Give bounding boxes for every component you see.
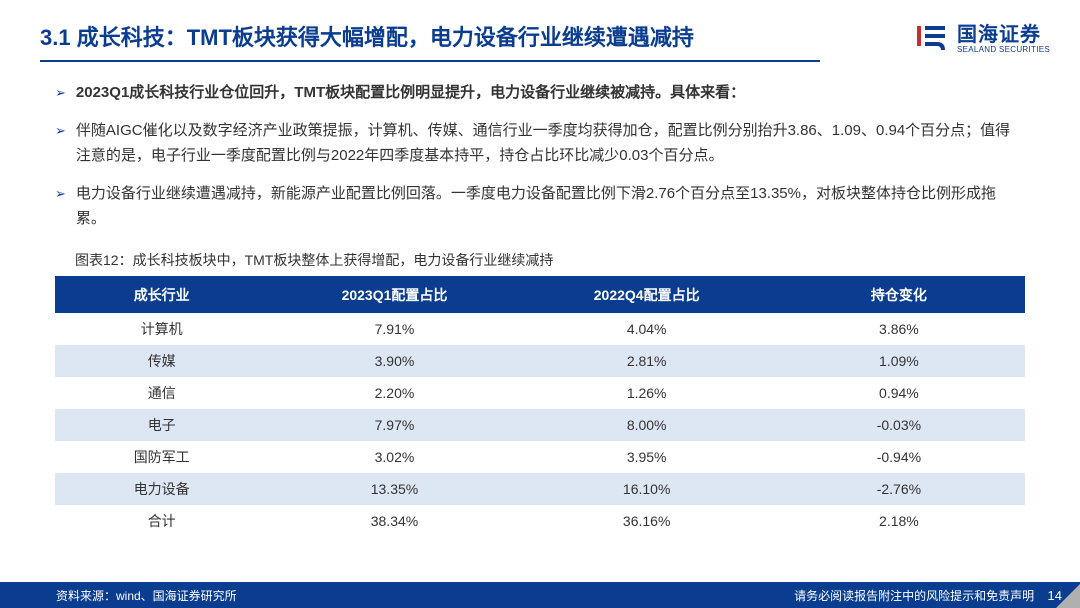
logo-name-cn: 国海证券 <box>957 24 1050 46</box>
table-cell: 7.91% <box>268 313 520 345</box>
table-cell: 3.90% <box>268 345 520 377</box>
table-row: 通信2.20%1.26%0.94% <box>55 377 1025 409</box>
slide-content: ➢ 2023Q1成长科技行业仓位回升，TMT板块配置比例明显提升，电力设备行业继续… <box>0 62 1080 537</box>
table-cell: 合计 <box>55 505 268 537</box>
table-cell: 3.02% <box>268 441 520 473</box>
logo: 国海证券 SEALAND SECURITIES <box>913 20 1050 58</box>
bullet-marker-icon: ➢ <box>55 82 66 104</box>
table-cell: 3.95% <box>521 441 773 473</box>
title-block: 3.1 成长科技：TMT板块获得大幅增配，电力设备行业继续遭遇减持 <box>40 20 913 62</box>
table-body: 计算机7.91%4.04%3.86%传媒3.90%2.81%1.09%通信2.2… <box>55 313 1025 537</box>
table-cell: 0.94% <box>773 377 1025 409</box>
bullet-list: ➢ 2023Q1成长科技行业仓位回升，TMT板块配置比例明显提升，电力设备行业继续… <box>55 80 1025 232</box>
bullet-text: 2023Q1成长科技行业仓位回升，TMT板块配置比例明显提升，电力设备行业继续被… <box>76 80 745 106</box>
table-cell: 电子 <box>55 409 268 441</box>
slide-title: 3.1 成长科技：TMT板块获得大幅增配，电力设备行业继续遭遇减持 <box>40 20 820 62</box>
bullet-text: 电力设备行业继续遭遇减持，新能源产业配置比例回落。一季度电力设备配置比例下滑2.… <box>76 181 1025 232</box>
table-cell: 38.34% <box>268 505 520 537</box>
table-cell: 13.35% <box>268 473 520 505</box>
table-cell: 2.20% <box>268 377 520 409</box>
table-cell: -0.94% <box>773 441 1025 473</box>
table-row: 传媒3.90%2.81%1.09% <box>55 345 1025 377</box>
table-cell: -2.76% <box>773 473 1025 505</box>
table-header-row: 成长行业2023Q1配置占比2022Q4配置占比持仓变化 <box>55 277 1025 313</box>
table-header-cell: 2022Q4配置占比 <box>521 277 773 313</box>
table-cell: -0.03% <box>773 409 1025 441</box>
table-cell: 8.00% <box>521 409 773 441</box>
table-cell: 传媒 <box>55 345 268 377</box>
table-cell: 2.18% <box>773 505 1025 537</box>
bullet-item: ➢ 电力设备行业继续遭遇减持，新能源产业配置比例回落。一季度电力设备配置比例下滑2… <box>55 181 1025 232</box>
table-cell: 1.09% <box>773 345 1025 377</box>
bullet-text: 伴随AIGC催化以及数字经济产业政策提振，计算机、传媒、通信行业一季度均获得加仓… <box>76 118 1025 169</box>
table-cell: 电力设备 <box>55 473 268 505</box>
logo-icon <box>913 20 951 58</box>
data-table: 成长行业2023Q1配置占比2022Q4配置占比持仓变化 计算机7.91%4.0… <box>55 277 1025 537</box>
table-cell: 4.04% <box>521 313 773 345</box>
slide-footer: 资料来源：wind、国海证券研究所 请务必阅读报告附注中的风险提示和免责声明 1… <box>0 582 1080 608</box>
table-row: 电力设备13.35%16.10%-2.76% <box>55 473 1025 505</box>
logo-text: 国海证券 SEALAND SECURITIES <box>957 24 1050 55</box>
table-cell: 3.86% <box>773 313 1025 345</box>
table-header-cell: 持仓变化 <box>773 277 1025 313</box>
bullet-item: ➢ 伴随AIGC催化以及数字经济产业政策提振，计算机、传媒、通信行业一季度均获得加… <box>55 118 1025 169</box>
table-cell: 7.97% <box>268 409 520 441</box>
table-row: 国防军工3.02%3.95%-0.94% <box>55 441 1025 473</box>
table-cell: 16.10% <box>521 473 773 505</box>
footer-source: 资料来源：wind、国海证券研究所 <box>56 587 237 604</box>
logo-name-en: SEALAND SECURITIES <box>957 46 1050 55</box>
table-header-cell: 2023Q1配置占比 <box>268 277 520 313</box>
slide-header: 3.1 成长科技：TMT板块获得大幅增配，电力设备行业继续遭遇减持 国海证券 S… <box>0 0 1080 62</box>
table-cell: 国防军工 <box>55 441 268 473</box>
table-caption: 图表12：成长科技板块中，TMT板块整体上获得增配，电力设备行业继续减持 <box>55 244 1025 277</box>
table-cell: 1.26% <box>521 377 773 409</box>
table-row: 计算机7.91%4.04%3.86% <box>55 313 1025 345</box>
table-row: 合计38.34%36.16%2.18% <box>55 505 1025 537</box>
bullet-marker-icon: ➢ <box>55 183 66 205</box>
table-cell: 计算机 <box>55 313 268 345</box>
corner-fold-icon <box>1056 584 1080 608</box>
footer-disclaimer: 请务必阅读报告附注中的风险提示和免责声明 <box>794 589 1034 603</box>
table-row: 电子7.97%8.00%-0.03% <box>55 409 1025 441</box>
table-cell: 通信 <box>55 377 268 409</box>
bullet-item: ➢ 2023Q1成长科技行业仓位回升，TMT板块配置比例明显提升，电力设备行业继续… <box>55 80 1025 106</box>
table-header-cell: 成长行业 <box>55 277 268 313</box>
table-cell: 2.81% <box>521 345 773 377</box>
bullet-marker-icon: ➢ <box>55 120 66 142</box>
table-cell: 36.16% <box>521 505 773 537</box>
